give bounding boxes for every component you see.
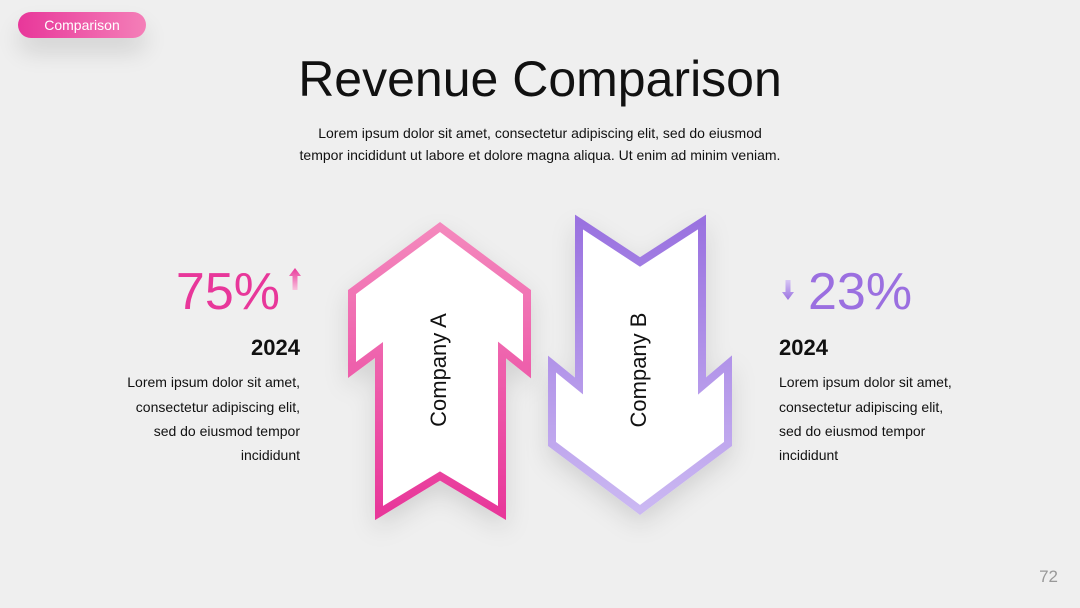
small-down-arrow [782, 280, 794, 300]
page-number: 72 [1039, 567, 1058, 586]
title: Revenue Comparison [298, 51, 782, 107]
description-line: sed do eiusmod tempor [779, 423, 926, 439]
description-line: sed do eiusmod tempor [153, 423, 300, 439]
description-line: consectetur adipiscing elit, [135, 399, 300, 415]
percent: 23% [808, 263, 913, 321]
percent: 75% [175, 263, 280, 321]
arrow-label: Company B [626, 313, 651, 428]
arrow-label: Company A [426, 313, 451, 427]
description-line: Lorem ipsum dolor sit amet, [779, 374, 952, 390]
description-line: incididunt [240, 447, 300, 463]
subtitle-line: Lorem ipsum dolor sit amet, consectetur … [318, 125, 762, 141]
year: 2024 [779, 335, 828, 360]
description-line: Lorem ipsum dolor sit amet, [127, 374, 300, 390]
year: 2024 [251, 335, 300, 360]
description-line: incididunt [779, 447, 839, 463]
section-tag: Comparison [18, 12, 146, 38]
up-arrow [348, 222, 531, 521]
description-line: consectetur adipiscing elit, [779, 399, 944, 415]
subtitle-line: tempor incididunt ut labore et dolore ma… [299, 147, 781, 163]
down-arrow [548, 214, 732, 515]
small-up-arrow [289, 268, 301, 290]
